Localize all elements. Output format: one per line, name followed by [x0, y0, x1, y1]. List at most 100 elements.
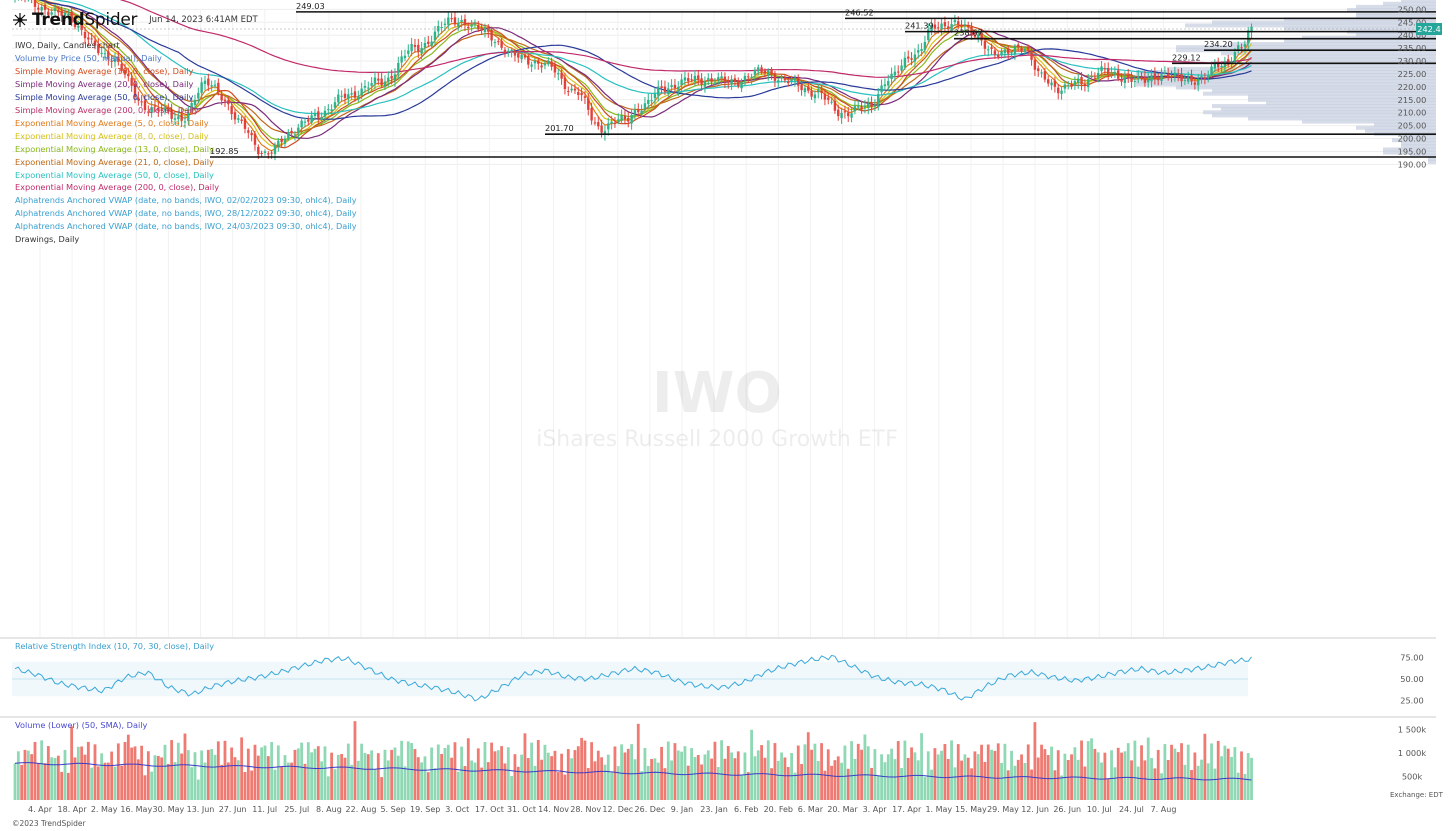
- candle[interactable]: [1077, 78, 1080, 84]
- candle[interactable]: [1037, 68, 1040, 72]
- candle[interactable]: [553, 64, 557, 73]
- candle[interactable]: [930, 24, 933, 32]
- candles[interactable]: [14, 0, 1253, 161]
- candle[interactable]: [107, 51, 110, 60]
- legend-item[interactable]: Simple Moving Average (10, 0, close), Da…: [15, 65, 194, 76]
- candle[interactable]: [910, 58, 913, 60]
- candle[interactable]: [287, 132, 290, 139]
- candle[interactable]: [500, 40, 503, 48]
- candle[interactable]: [423, 42, 427, 48]
- candle[interactable]: [1217, 62, 1220, 68]
- candle[interactable]: [640, 110, 643, 114]
- legend-item[interactable]: Exponential Moving Average (21, 0, close…: [15, 156, 214, 167]
- candle[interactable]: [510, 49, 513, 52]
- candle[interactable]: [960, 24, 963, 27]
- candle[interactable]: [563, 77, 567, 90]
- legend-item[interactable]: Alphatrends Anchored VWAP (date, no band…: [15, 221, 357, 232]
- candle[interactable]: [1153, 73, 1157, 79]
- candle[interactable]: [880, 85, 883, 93]
- candle[interactable]: [1173, 72, 1177, 76]
- candle[interactable]: [1100, 66, 1103, 72]
- candle[interactable]: [890, 73, 893, 79]
- candle[interactable]: [240, 119, 243, 121]
- candle[interactable]: [893, 71, 897, 76]
- candle[interactable]: [810, 90, 813, 97]
- candle[interactable]: [730, 79, 733, 85]
- candle[interactable]: [1070, 84, 1073, 87]
- candle[interactable]: [1227, 59, 1230, 62]
- candle[interactable]: [683, 77, 687, 81]
- candle[interactable]: [1067, 85, 1070, 87]
- candle[interactable]: [537, 60, 540, 64]
- candle[interactable]: [1047, 79, 1050, 84]
- candle[interactable]: [947, 26, 950, 30]
- candle[interactable]: [603, 131, 607, 135]
- candle[interactable]: [330, 109, 333, 112]
- candle[interactable]: [1130, 78, 1133, 82]
- candle[interactable]: [830, 101, 833, 103]
- candle[interactable]: [827, 97, 830, 100]
- candle[interactable]: [1123, 77, 1127, 83]
- candle[interactable]: [817, 89, 820, 93]
- candle[interactable]: [667, 88, 670, 94]
- legend-item[interactable]: Drawings, Daily: [15, 234, 80, 245]
- candle[interactable]: [133, 83, 137, 98]
- candle[interactable]: [410, 44, 413, 52]
- candle[interactable]: [790, 78, 793, 82]
- candle[interactable]: [680, 79, 683, 85]
- candle[interactable]: [190, 103, 193, 111]
- candle[interactable]: [1063, 84, 1067, 89]
- candle[interactable]: [993, 50, 997, 55]
- candle[interactable]: [270, 152, 273, 154]
- candle[interactable]: [307, 119, 310, 122]
- candle[interactable]: [260, 152, 263, 154]
- candle[interactable]: [200, 82, 203, 93]
- candle[interactable]: [463, 19, 467, 25]
- candle[interactable]: [593, 122, 597, 124]
- candle[interactable]: [407, 50, 410, 54]
- candle[interactable]: [147, 111, 150, 113]
- candle[interactable]: [357, 96, 360, 100]
- candle[interactable]: [280, 138, 283, 143]
- candle[interactable]: [1137, 76, 1140, 80]
- candle[interactable]: [1007, 48, 1010, 54]
- candle[interactable]: [933, 24, 937, 29]
- time-axis[interactable]: 4. Apr 18. Apr 2. May 16. May 30. May 13. Jun…: [28, 805, 1176, 814]
- candle[interactable]: [177, 116, 180, 120]
- candle[interactable]: [1073, 81, 1077, 86]
- candle[interactable]: [417, 44, 420, 52]
- candle[interactable]: [1190, 75, 1193, 82]
- candle[interactable]: [873, 105, 877, 107]
- rsi-panel[interactable]: 25.00 50.00 75.00: [12, 653, 1424, 706]
- candle[interactable]: [580, 92, 583, 96]
- candle[interactable]: [1183, 80, 1187, 82]
- legend-item[interactable]: Exponential Moving Average (8, 0, close)…: [15, 130, 209, 141]
- candle[interactable]: [53, 8, 57, 12]
- candle[interactable]: [153, 105, 157, 107]
- candle[interactable]: [363, 85, 367, 88]
- candle[interactable]: [390, 75, 393, 79]
- candle[interactable]: [437, 26, 440, 32]
- candle[interactable]: [800, 84, 803, 91]
- candle[interactable]: [1093, 77, 1097, 79]
- candle[interactable]: [180, 114, 183, 121]
- candle[interactable]: [127, 73, 130, 77]
- candle[interactable]: [627, 117, 630, 122]
- candle[interactable]: [80, 23, 83, 31]
- candle[interactable]: [203, 80, 207, 84]
- candle[interactable]: [40, 6, 43, 11]
- candle[interactable]: [360, 88, 363, 96]
- candle[interactable]: [237, 118, 240, 120]
- candle[interactable]: [920, 49, 923, 52]
- candle[interactable]: [273, 144, 277, 154]
- candle[interactable]: [803, 88, 807, 93]
- candle[interactable]: [460, 20, 463, 22]
- candle[interactable]: [1203, 78, 1207, 80]
- candle[interactable]: [87, 37, 90, 40]
- candle[interactable]: [673, 84, 677, 89]
- candle[interactable]: [1140, 78, 1143, 80]
- candle[interactable]: [707, 78, 710, 80]
- candle[interactable]: [1237, 45, 1240, 51]
- candle[interactable]: [907, 56, 910, 59]
